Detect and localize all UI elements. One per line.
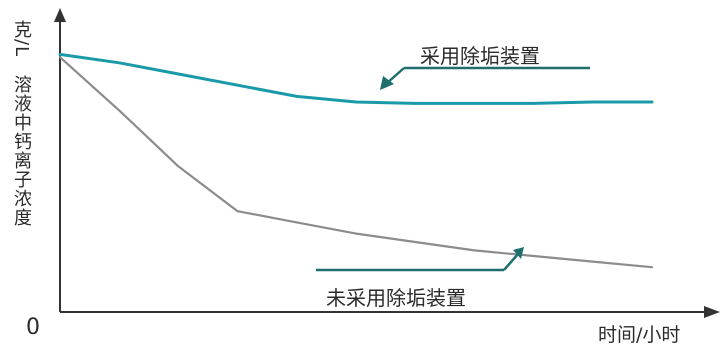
x-axis-arrowhead [704,306,720,318]
y-axis-unit: 克/L [11,20,32,58]
pointer-diag-without [503,253,519,271]
label-pointers [316,66,590,272]
origin-label: 0 [26,315,40,340]
y-axis-title: 溶液中钙离子浓度 [11,75,32,228]
series-label-without-descaler: 未采用除垢装置 [326,286,466,310]
series-line-1 [58,52,654,105]
series-lines [58,52,654,269]
x-axis-label: 时间/小时 [598,324,681,346]
y-axis-arrowhead [54,8,66,22]
series-label-with-descaler: 采用除垢装置 [420,44,540,68]
axes [54,8,720,318]
pointer-arrowhead-without [513,247,524,259]
series-line-2 [58,56,654,269]
pointer-arrowhead-with [380,76,394,90]
y-axis-label: 克/L 溶液中钙离子浓度 [2,20,40,300]
